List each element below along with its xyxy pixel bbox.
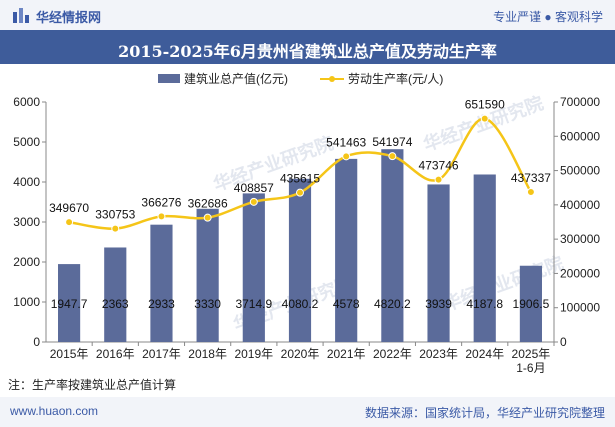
brand-name: 华经情报网 <box>36 10 102 25</box>
line-point <box>434 175 443 184</box>
y-left-tick-label: 0 <box>33 335 40 349</box>
bar-data-label: 2933 <box>148 297 175 311</box>
line-data-label: 366276 <box>141 195 181 209</box>
line-point <box>157 212 166 221</box>
line-data-label: 435615 <box>280 172 320 186</box>
y-right-tick-label: 0 <box>560 335 567 349</box>
bar <box>473 174 496 342</box>
x-tick-label: 2017年 <box>142 347 181 361</box>
line-point <box>526 188 535 197</box>
line-data-label: 408857 <box>234 181 274 195</box>
bar-data-label: 3939 <box>425 297 452 311</box>
line-data-label: 437337 <box>511 171 551 185</box>
y-right-tick-label: 200000 <box>560 266 600 280</box>
bar <box>335 158 358 342</box>
x-tick-label: 2018年 <box>188 347 227 361</box>
footer-bar <box>0 397 615 427</box>
y-right-tick-label: 100000 <box>560 301 600 315</box>
y-right-tick-label: 600000 <box>560 129 600 143</box>
line-data-label: 362686 <box>188 197 228 211</box>
y-left-tick-label: 2000 <box>13 255 40 269</box>
x-tick-label: 2019年 <box>234 347 273 361</box>
line-point <box>65 218 74 227</box>
y-left-tick-label: 6000 <box>13 95 40 109</box>
chart-title: 2015-2025年6月贵州省建筑业总产值及劳动生产率 <box>118 42 497 61</box>
legend-bar-label: 建筑业总产值(亿元) <box>184 71 288 86</box>
line-data-label: 541463 <box>326 135 366 149</box>
y-left-tick-label: 1000 <box>13 295 40 309</box>
series-line <box>68 117 532 230</box>
line-point <box>111 224 120 233</box>
y-left-tick-label: 3000 <box>13 215 40 229</box>
bar <box>427 184 450 342</box>
huajing-logo-icon <box>13 8 29 23</box>
tagline: 专业严谨 ● 客观科学 <box>493 10 603 24</box>
bar-data-label: 1947.7 <box>51 297 88 311</box>
line-data-label: 330753 <box>95 208 135 222</box>
bar-data-label: 2363 <box>102 297 129 311</box>
y-right-tick-label: 700000 <box>560 95 600 109</box>
bar <box>104 247 127 342</box>
bar-data-label: 3714.9 <box>235 297 272 311</box>
x-tick-label: 2025年 <box>512 347 551 361</box>
x-tick-label: 2020年 <box>281 347 320 361</box>
bar-data-label: 4080.2 <box>282 297 319 311</box>
bar <box>150 224 173 342</box>
bar-data-label: 4187.8 <box>466 297 503 311</box>
top-bar <box>0 0 615 30</box>
bar <box>381 149 404 342</box>
x-tick-label: 2021年 <box>327 347 366 361</box>
x-tick-label: 2016年 <box>96 347 135 361</box>
line-point <box>480 114 489 123</box>
bar-data-label: 3330 <box>194 297 221 311</box>
bar <box>288 178 312 342</box>
bar-data-label: 1906.5 <box>513 297 550 311</box>
bar-data-label: 4578 <box>333 297 360 311</box>
line-point <box>249 197 258 206</box>
x-tick-label: 2023年 <box>419 347 458 361</box>
bar <box>196 208 219 342</box>
bar <box>58 264 81 342</box>
y-right-tick-label: 400000 <box>560 198 600 212</box>
y-left-tick-label: 5000 <box>13 135 40 149</box>
title-banner <box>0 30 615 64</box>
line-point <box>296 188 304 197</box>
x-tick-label: 2024年 <box>465 347 504 361</box>
x-tick-label: 2015年 <box>50 347 89 361</box>
legend-bar-swatch <box>158 74 180 83</box>
y-right-tick-label: 300000 <box>560 232 600 246</box>
line-data-label: 541974 <box>372 135 412 149</box>
line-data-label: 349670 <box>49 201 89 215</box>
chart-note: 注：生产率按建筑业总产值计算 <box>8 378 177 392</box>
line-point <box>388 152 397 161</box>
line-data-label: 473746 <box>419 159 459 173</box>
line-data-label: 651590 <box>465 98 505 112</box>
x-tick-label: 2022年 <box>373 347 412 361</box>
chart-area: 建筑业总产值(亿元) 劳动生产率(元/人) 0 1000 2000 3000 4000 500… <box>13 71 600 375</box>
data-source: 数据来源：国家统计局，华经产业研究院整理 <box>364 406 605 420</box>
legend-line-label: 劳动生产率(元/人) <box>348 71 443 86</box>
line-point <box>203 213 212 222</box>
site-url: www.huaon.com <box>10 404 99 418</box>
bar <box>519 265 542 342</box>
x-tick-label: 1-6月 <box>516 361 545 375</box>
y-right-tick-label: 500000 <box>560 164 600 178</box>
y-left-tick-label: 4000 <box>13 175 40 189</box>
line-point <box>342 152 351 161</box>
bar <box>242 193 265 342</box>
bar-data-label: 4820.2 <box>374 297 411 311</box>
legend-line-marker <box>329 76 335 82</box>
